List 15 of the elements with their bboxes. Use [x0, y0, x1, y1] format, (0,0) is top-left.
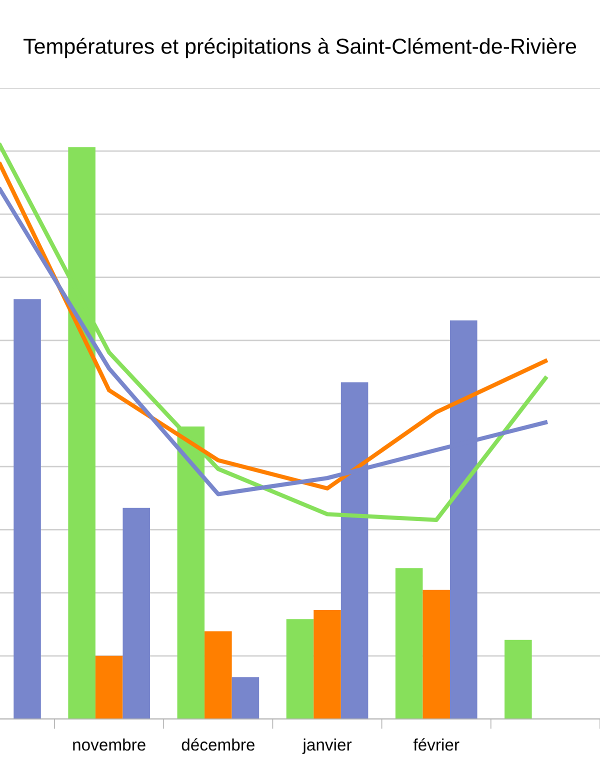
x-tick-label: janvier: [302, 738, 352, 754]
x-tick-label: décembre: [182, 738, 254, 751]
bar: [95, 656, 123, 719]
bar: [286, 619, 314, 719]
bar: [422, 590, 450, 719]
bar: [14, 299, 41, 719]
bar: [504, 640, 532, 719]
bar: [232, 677, 260, 719]
chart-title: Températures et précipitations à Saint-Clément-de-Rivière: [24, 38, 576, 58]
bar: [122, 508, 150, 719]
bar: [395, 568, 423, 719]
bar: [204, 631, 232, 719]
x-tick-label: novembre: [73, 738, 146, 751]
bar: [314, 610, 341, 719]
x-tick-label: février: [413, 738, 460, 751]
